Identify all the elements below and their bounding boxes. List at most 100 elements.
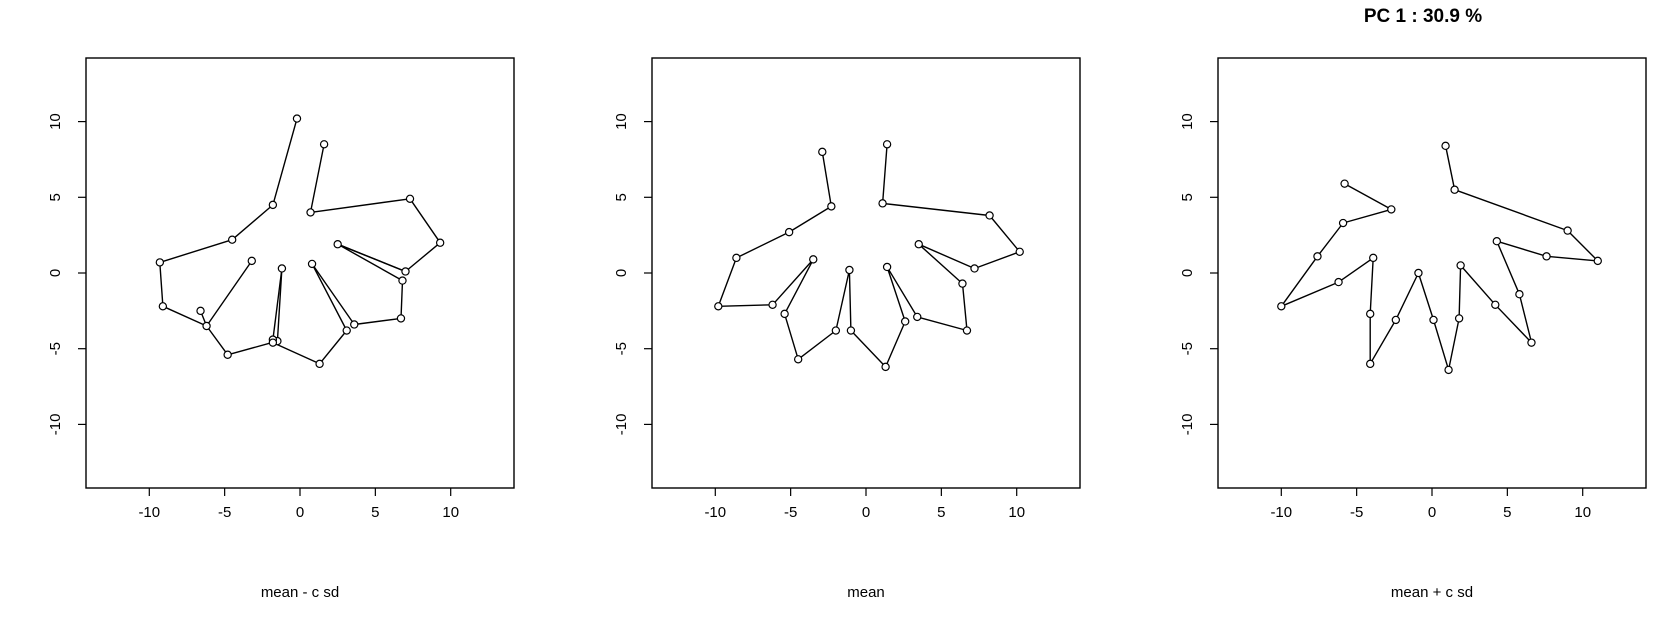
x-tick-label: 0 — [862, 504, 870, 521]
landmark-point — [809, 255, 818, 264]
x-tick-label: 10 — [1008, 504, 1025, 521]
shape-outline-5 — [337, 243, 406, 273]
x-tick-label: -10 — [704, 504, 726, 521]
landmark-point — [277, 264, 287, 273]
landmark-point — [247, 256, 256, 266]
landmark-point — [780, 309, 789, 319]
landmark-point — [768, 300, 777, 309]
x-tick-label: 10 — [442, 504, 459, 521]
landmark-point — [401, 267, 410, 276]
shape-outline-1 — [1280, 145, 1599, 371]
landmark-point — [398, 276, 407, 285]
landmark-point — [158, 302, 168, 311]
y-tick-label: -10 — [47, 414, 64, 436]
landmark-point — [1387, 205, 1396, 214]
landmark-point — [196, 306, 205, 316]
landmark-point — [1340, 179, 1349, 188]
landmark-point — [846, 326, 856, 335]
landmark-point — [202, 321, 211, 331]
x-tick-label: -10 — [1270, 504, 1292, 521]
landmark-point — [1366, 359, 1375, 369]
landmark-point — [913, 312, 922, 322]
landmark-point — [831, 326, 841, 335]
y-tick-label: 10 — [613, 113, 630, 130]
shape-outline-3 — [272, 268, 283, 340]
landmark-point — [1414, 268, 1423, 278]
x-tick-label: 10 — [1574, 504, 1591, 521]
landmark-point — [881, 362, 890, 372]
landmark-point — [970, 264, 979, 273]
landmark-point — [845, 265, 854, 275]
x-tick-label: -10 — [138, 504, 160, 521]
shape-outline-1 — [159, 118, 298, 356]
landmark-point — [1366, 309, 1375, 319]
y-tick-label: 10 — [1179, 113, 1196, 130]
landmark-point — [962, 326, 972, 335]
landmark-point — [1334, 277, 1343, 287]
plot-frame — [1217, 57, 1647, 489]
y-tick-label: -10 — [613, 414, 630, 436]
landmark-point — [1454, 314, 1464, 323]
figure-title: PC 1 : 30.9 % — [1364, 6, 1482, 27]
landmark-point — [1492, 237, 1502, 246]
plot-frame — [651, 57, 1081, 489]
landmark-point — [268, 200, 278, 210]
landmark-point — [985, 211, 994, 220]
landmark-point — [350, 320, 359, 329]
y-tick-label: 5 — [1179, 193, 1196, 201]
x-tick-label: 0 — [296, 504, 304, 521]
panel-1: -10 -5 0 5 10 -10 -5 0 5 10 mean - c sd — [47, 57, 515, 601]
y-tick-label: 0 — [1179, 269, 1196, 277]
landmark-point — [882, 262, 892, 272]
y-tick-label: -5 — [47, 342, 64, 355]
landmark-point — [268, 338, 278, 347]
landmark-point — [1441, 141, 1450, 151]
landmark-point — [784, 227, 794, 237]
y-tick-label: -10 — [1179, 414, 1196, 436]
landmark-point — [396, 314, 406, 323]
shape-outline-1 — [717, 144, 1021, 368]
x-tick-label: -5 — [1350, 504, 1363, 521]
landmark-point — [1313, 252, 1322, 261]
plot-frame — [85, 57, 515, 489]
landmark-point — [1015, 247, 1024, 257]
landmark-point — [818, 147, 827, 157]
shape-outline-6 — [272, 263, 348, 365]
landmark-point — [900, 317, 910, 326]
landmark-point — [307, 259, 317, 269]
landmark-point — [1429, 315, 1438, 325]
x-axis-label: mean — [847, 584, 885, 601]
landmark-point — [223, 350, 232, 359]
landmark-point — [1542, 252, 1551, 261]
landmark-point — [827, 202, 836, 211]
x-tick-label: -5 — [784, 504, 797, 521]
landmark-point — [714, 302, 723, 311]
landmark-point — [958, 279, 967, 288]
y-tick-label: -5 — [613, 342, 630, 355]
landmark-point — [435, 238, 445, 247]
landmark-point — [342, 326, 351, 335]
landmark-point — [227, 235, 237, 244]
landmark-point — [405, 194, 415, 204]
landmark-point — [1277, 302, 1286, 311]
landmark-point — [1563, 226, 1572, 235]
panel-3: -10 -5 0 5 10 -10 -5 0 5 10 mean + c sd — [1179, 57, 1647, 601]
landmark-point — [1369, 253, 1378, 263]
landmark-point — [1444, 365, 1453, 375]
x-axis-label: mean + c sd — [1391, 584, 1473, 601]
landmark-point — [1450, 185, 1459, 194]
x-axis-label: mean - c sd — [261, 584, 339, 601]
landmark-point — [1491, 300, 1500, 309]
x-tick-label: 0 — [1428, 504, 1436, 521]
y-tick-label: 10 — [47, 113, 64, 130]
y-tick-label: -5 — [1179, 342, 1196, 355]
x-tick-label: -5 — [218, 504, 231, 521]
landmark-point — [1338, 218, 1348, 228]
landmark-point — [793, 355, 803, 364]
landmark-point — [155, 258, 165, 267]
landmark-point — [1456, 261, 1465, 270]
x-tick-label: 5 — [1503, 504, 1511, 521]
landmark-point — [732, 253, 741, 263]
landmark-point — [1391, 315, 1401, 325]
